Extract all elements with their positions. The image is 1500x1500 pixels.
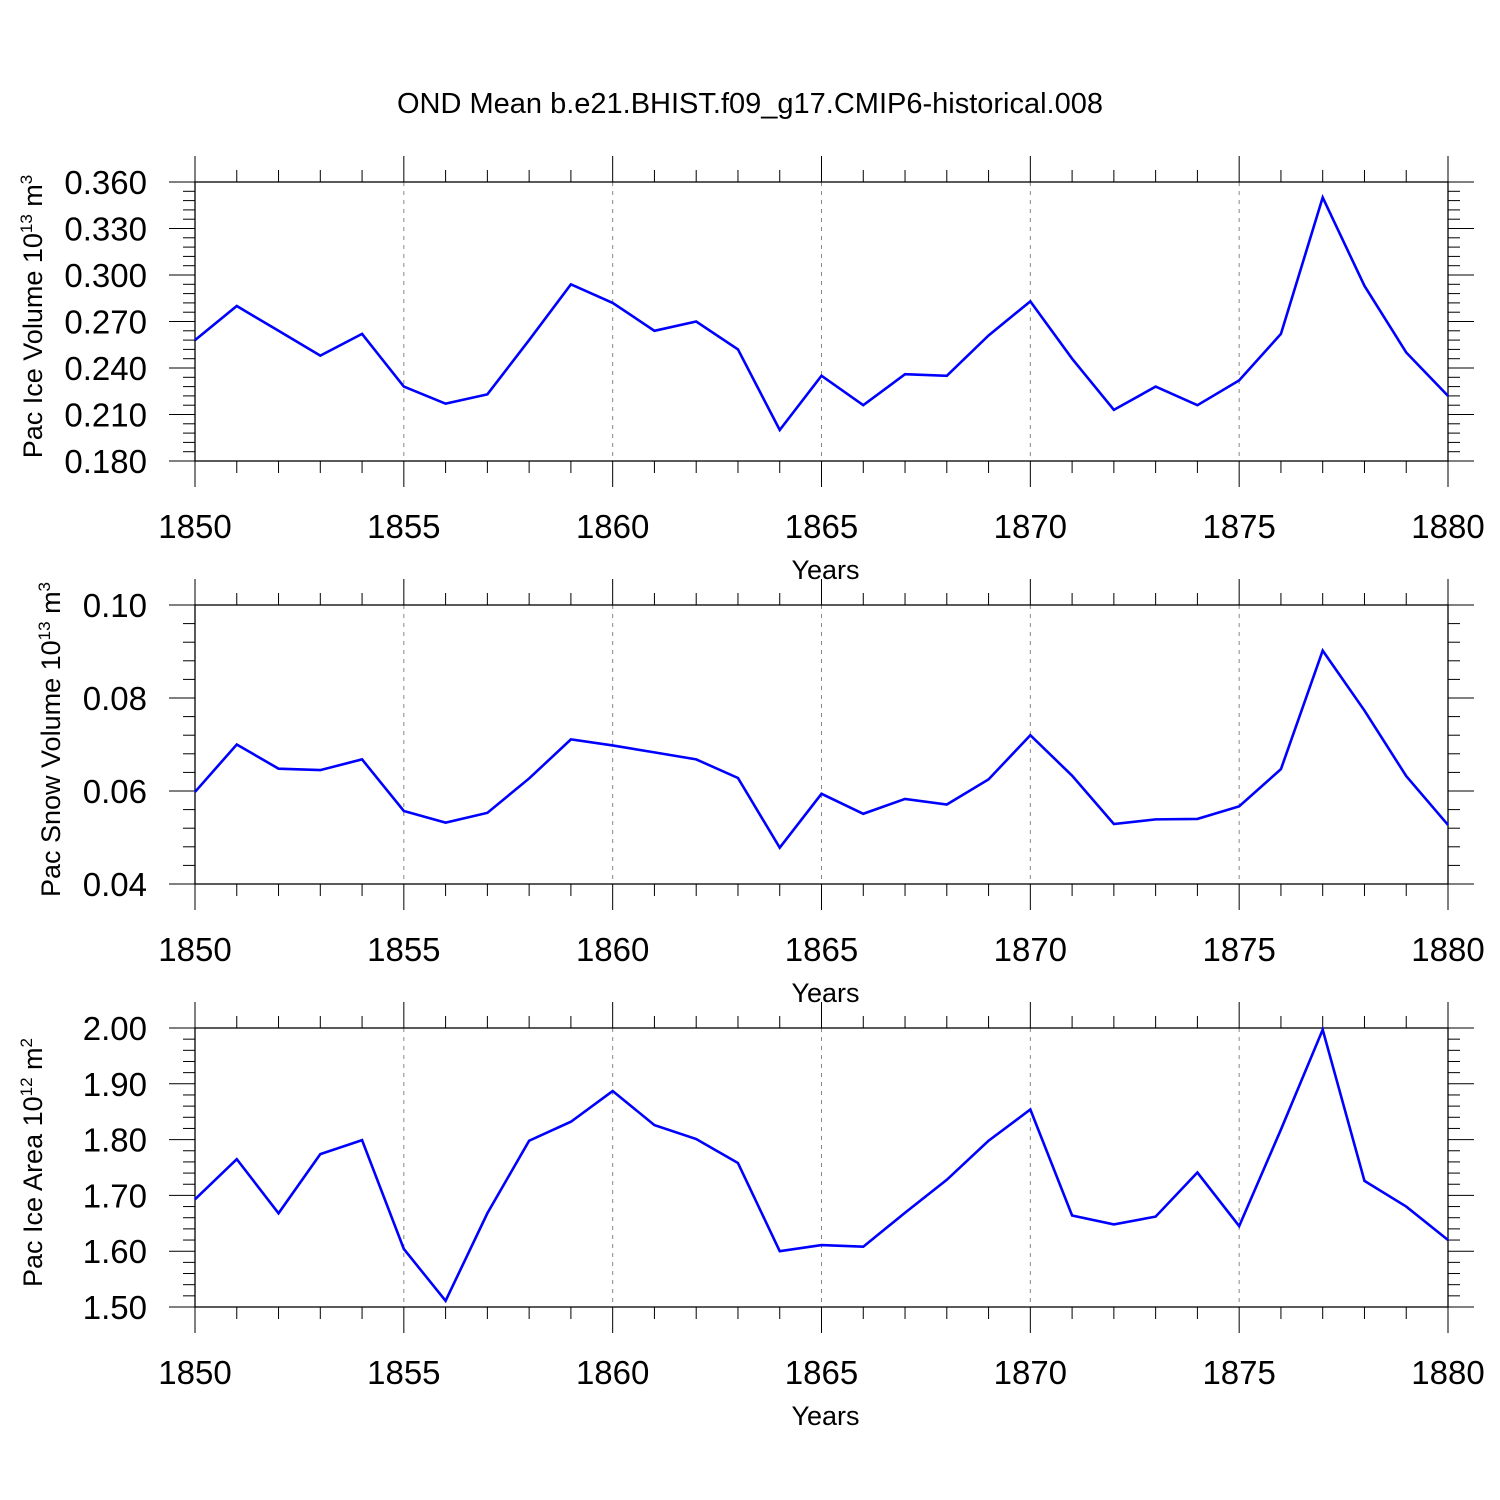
x-tick-label: 1860 bbox=[576, 508, 649, 545]
x-tick-label: 1875 bbox=[1202, 1354, 1275, 1391]
y-tick-label: 0.10 bbox=[83, 587, 147, 624]
x-tick-label: 1855 bbox=[367, 508, 440, 545]
y-tick-label: 0.08 bbox=[83, 680, 147, 717]
y-tick-label: 1.90 bbox=[83, 1066, 147, 1103]
y-tick-label: 0.300 bbox=[64, 257, 147, 294]
x-tick-label: 1880 bbox=[1411, 1354, 1484, 1391]
y-tick-label: 2.00 bbox=[83, 1010, 147, 1047]
x-tick-label: 1855 bbox=[367, 1354, 440, 1391]
y-axis-title-part: Pac Ice Volume 10 bbox=[18, 233, 48, 458]
series-line-1 bbox=[194, 647, 1449, 851]
y-axis-title-part: 13 bbox=[35, 621, 54, 640]
y-axis-title-part: 2 bbox=[17, 1038, 36, 1047]
x-tick-label: 1865 bbox=[785, 931, 858, 968]
y-tick-label: 0.180 bbox=[64, 443, 147, 480]
y-tick-label: 1.50 bbox=[83, 1289, 147, 1326]
y-axis-title-part: Pac Snow Volume 10 bbox=[36, 640, 66, 897]
y-tick-label: 0.210 bbox=[64, 397, 147, 434]
x-axis-title: Years bbox=[791, 978, 859, 1008]
x-tick-label: 1875 bbox=[1202, 508, 1275, 545]
x-axis-title: Years bbox=[791, 1401, 859, 1431]
y-axis-title-part: 3 bbox=[35, 582, 54, 591]
x-tick-label: 1865 bbox=[785, 508, 858, 545]
x-tick-label: 1860 bbox=[576, 1354, 649, 1391]
y-tick-label: 0.06 bbox=[83, 773, 147, 810]
y-axis-title-part: m bbox=[18, 184, 48, 214]
chart-panel-1: 0.180 0.210 0.240 0.270 0.300 0.330 0.360 1850 1… bbox=[17, 156, 1485, 585]
y-axis-title-part: 3 bbox=[17, 175, 36, 184]
y-tick-label: 0.270 bbox=[64, 304, 147, 341]
series-line-1 bbox=[194, 193, 1449, 433]
y-axis-title-part: Pac Ice Area 10 bbox=[18, 1096, 48, 1287]
y-axis-title-part: m bbox=[36, 591, 66, 621]
y-tick-label: 0.360 bbox=[64, 164, 147, 201]
y-tick-label: 1.80 bbox=[83, 1122, 147, 1159]
y-axis-title-part: 12 bbox=[17, 1077, 36, 1096]
x-axis-title: Years bbox=[791, 555, 859, 585]
y-axis-title: Pac Ice Volume 1013 m3 bbox=[17, 175, 48, 459]
x-tick-label: 1875 bbox=[1202, 931, 1275, 968]
x-tick-label: 1855 bbox=[367, 931, 440, 968]
x-tick-label: 1870 bbox=[994, 931, 1067, 968]
x-tick-label: 1865 bbox=[785, 1354, 858, 1391]
x-tick-label: 1850 bbox=[158, 508, 231, 545]
y-axis-title-part: 13 bbox=[17, 214, 36, 233]
y-tick-label: 1.60 bbox=[83, 1233, 147, 1270]
chart-panel-3: 1.50 1.60 1.70 1.80 1.90 2.00 1850 1855 1860 1865… bbox=[17, 1002, 1485, 1431]
x-tick-label: 1880 bbox=[1411, 931, 1484, 968]
x-tick-label: 1880 bbox=[1411, 508, 1484, 545]
y-axis-title: Pac Ice Area 1012 m2 bbox=[17, 1038, 48, 1287]
x-tick-label: 1870 bbox=[994, 1354, 1067, 1391]
x-tick-label: 1870 bbox=[994, 508, 1067, 545]
page-title: OND Mean b.e21.BHIST.f09_g17.CMIP6-histo… bbox=[396, 88, 1103, 120]
y-axis-title-part: m bbox=[18, 1047, 48, 1077]
chart-panel-2: 0.04 0.06 0.08 0.10 1850 1855 1860 1865 1870 1875… bbox=[35, 579, 1485, 1008]
y-axis-title: Pac Snow Volume 1013 m3 bbox=[35, 582, 66, 897]
x-tick-label: 1850 bbox=[158, 1354, 231, 1391]
x-tick-label: 1860 bbox=[576, 931, 649, 968]
y-tick-label: 0.240 bbox=[64, 350, 147, 387]
x-tick-label: 1850 bbox=[158, 931, 231, 968]
y-tick-label: 1.70 bbox=[83, 1177, 147, 1214]
y-tick-label: 0.04 bbox=[83, 866, 147, 903]
series-line-1 bbox=[194, 1025, 1449, 1304]
y-tick-label: 0.330 bbox=[64, 211, 147, 248]
